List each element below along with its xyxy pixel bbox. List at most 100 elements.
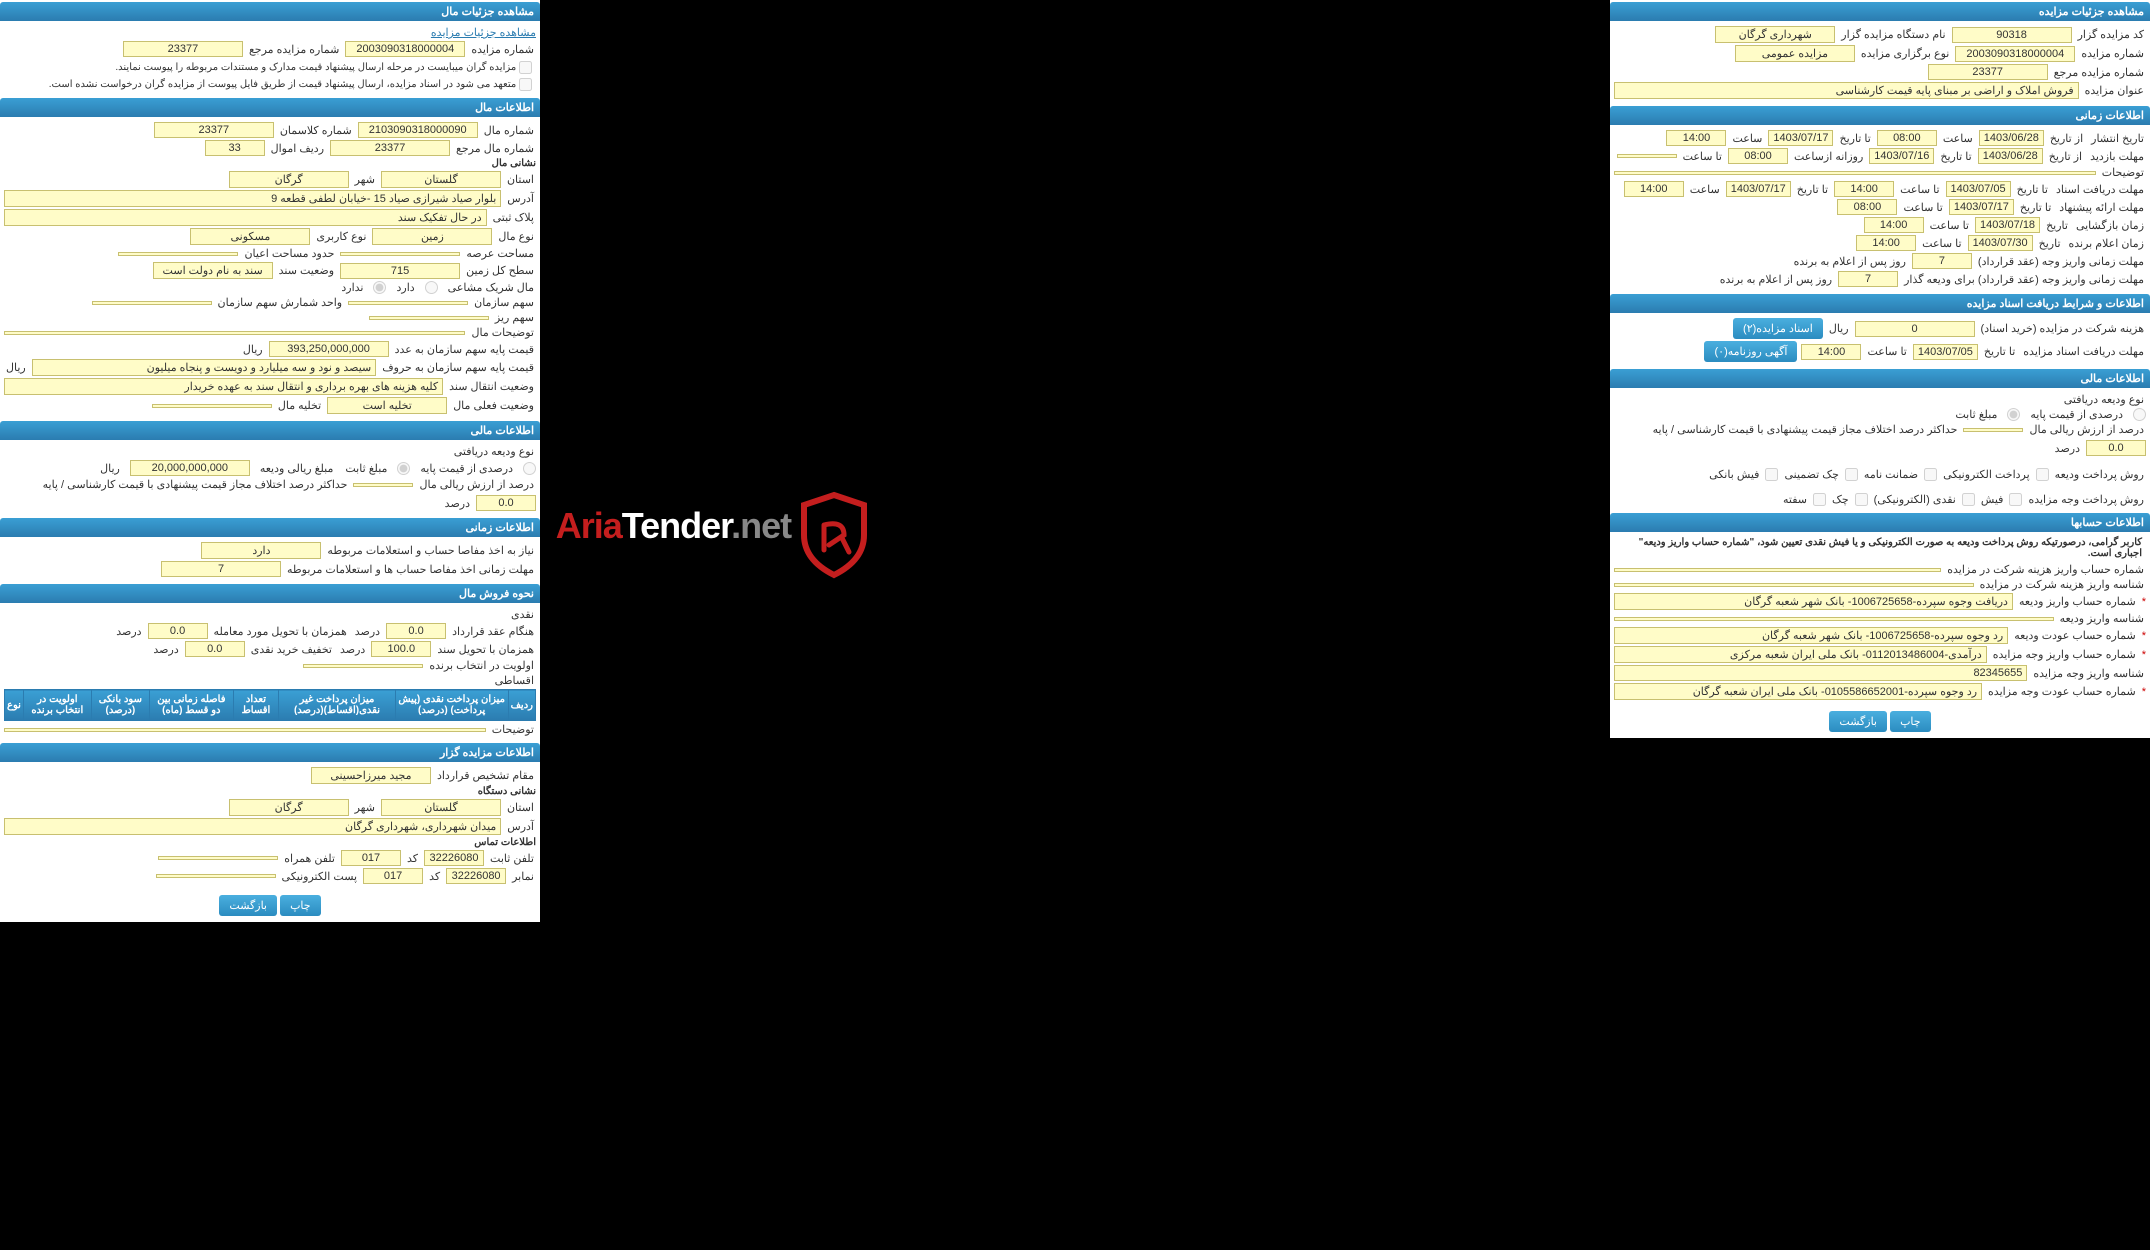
plaque-value: در حال تفکیک سند <box>4 209 487 226</box>
to-time-label-7: تا ساعت <box>1865 345 1908 358</box>
l-fixed-amount-label: مبلغ ثابت <box>343 462 389 475</box>
header-property-info: اطلاعات مال <box>0 98 540 117</box>
pay-guarantee-label: ضمانت نامه <box>1862 468 1920 481</box>
land-area-value: 715 <box>340 263 460 279</box>
ref-num-value: 23377 <box>1928 64 2048 80</box>
publish-date-label: تاریخ انتشار <box>2089 132 2146 145</box>
transfer-status-value: کلیه هزینه های بهره برداری و انتقال سند … <box>4 378 443 395</box>
inquiry-time-value: 7 <box>161 561 281 577</box>
cash-label: نقدی <box>509 608 536 621</box>
installment-table: ردیف میزان پرداخت نقدی (پیش پرداخت) (درص… <box>4 689 536 721</box>
base-price-value: 393,250,000,000 <box>269 341 389 357</box>
right-panel: مشاهده جزئیات مزایده کد مزایده گزار 9031… <box>1610 0 2150 738</box>
th-type: نوع <box>5 690 24 721</box>
pay-check-check <box>1845 468 1858 481</box>
publish-from-date: 1403/06/28 <box>1979 130 2044 146</box>
has-label: دارد <box>394 281 416 294</box>
contract-auth-label: مقام تشخیص قرارداد <box>435 769 536 782</box>
section-property: شماره مال 2103090318000090 شماره کلاسمان… <box>0 117 540 419</box>
section-financial-left: نوع ودیعه دریافتی درصدی از قیمت پایه مبل… <box>0 440 540 516</box>
auction-num-label: شماره مزایده <box>2079 47 2146 60</box>
days-after-label-2: روز پس از اعلام به برنده <box>1718 273 1834 286</box>
newspaper-button[interactable]: آگهی روزنامه(۰) <box>1704 341 1797 362</box>
l-deposit-type-label: نوع ودیعه دریافتی <box>452 445 536 458</box>
property-ref-value: 23377 <box>330 140 450 156</box>
detail-link[interactable]: مشاهده جزئیات مزایده <box>431 26 536 39</box>
logo-watermark: AriaTender.net <box>540 490 890 580</box>
riz-share-label: سهم ریز <box>493 311 536 324</box>
docs-button[interactable]: اسناد مزایده(۲) <box>1733 318 1823 339</box>
from-date-label: از تاریخ <box>2048 132 2085 145</box>
open-date: 1403/07/18 <box>1975 217 2040 233</box>
pay-check2-label: چک <box>1830 493 1851 506</box>
evacuate-value <box>152 404 272 408</box>
max-diff-value: 0.0 <box>2086 440 2146 456</box>
l-auction-num-label: شماره مزایده <box>469 43 536 56</box>
auction-num-value: 2003090318000004 <box>1955 46 2075 62</box>
header-org-info: اطلاعات مزایده گزار <box>0 743 540 762</box>
pay-receipt-check <box>1765 468 1778 481</box>
to-date-label-9: تا تاریخ <box>1795 183 1830 196</box>
sub-org-address: نشانی دستگاه <box>4 786 536 797</box>
city-label: شهر <box>353 173 377 186</box>
th-nonpay: میزان پرداخت غیر نقدی(اقساط)(درصد) <box>279 690 396 721</box>
section-financial: نوع ودیعه دریافتی درصدی از قیمت پایه مبل… <box>1610 388 2150 511</box>
row-label: ردیف اموال <box>269 142 326 155</box>
pay-guarantee-check <box>1924 468 1937 481</box>
desc-label: توضیحات <box>2100 166 2146 179</box>
sub-contact: اطلاعات تماس <box>4 837 536 848</box>
contract-pct: 0.0 <box>386 623 446 639</box>
acc8-label: شماره حساب عودت وجه مزایده <box>1986 685 2138 698</box>
doc-deadline-date2: 1403/07/17 <box>1726 181 1791 197</box>
doc-deadline-date: 1403/07/05 <box>1946 181 2011 197</box>
back-button-right[interactable]: بازگشت <box>1829 711 1887 732</box>
property-ref-label: شماره مال مرجع <box>454 142 536 155</box>
deed-status-label: وضعیت سند <box>277 264 336 277</box>
note2-check <box>519 78 532 91</box>
deposit-days: 7 <box>1838 271 1898 287</box>
share-unit-value <box>92 301 212 305</box>
l-ref-num-label: شماره مزایده مرجع <box>247 43 341 56</box>
payment-days: 7 <box>1912 253 1972 269</box>
acc3-label: شماره حساب واریز ودیعه <box>2017 595 2138 608</box>
deposit-amount-value: 20,000,000,000 <box>130 460 250 476</box>
button-row-right: چاپ بازگشت <box>1610 705 2150 738</box>
to-time-label-6: تا ساعت <box>1920 237 1963 250</box>
daily-from-label: روزانه ازساعت <box>1792 150 1865 163</box>
acc6-value: درآمدی-0112013486004- بانک ملی ایران شعب… <box>1614 646 1987 663</box>
base-price-words-label: قیمت پایه سهم سازمان به حروف <box>380 361 536 374</box>
to-date-label-4: تا تاریخ <box>2018 201 2053 214</box>
deposit-amount-label: مبلغ ریالی ودیعه <box>258 462 336 475</box>
header-sale-method: نحوه فروش مال <box>0 584 540 603</box>
winner-date: 1403/07/30 <box>1968 235 2033 251</box>
fax-label: نمابر <box>510 870 536 883</box>
to-time-label-4: تا ساعت <box>1901 201 1944 214</box>
cost-value: 0 <box>1855 321 1975 337</box>
left-panel: مشاهده جزئیات مال مشاهده جزئیات مزایده ش… <box>0 0 540 922</box>
property-num-label: شماره مال <box>482 124 536 137</box>
phone-value: 32226080 <box>424 850 484 866</box>
usage-value: مسکونی <box>190 228 310 245</box>
percent-unit-5: درصد <box>338 643 367 656</box>
print-button-left[interactable]: چاپ <box>280 895 321 916</box>
city-value: گرگان <box>229 171 349 188</box>
prop-desc-label: توضیحات مال <box>469 326 536 339</box>
date-label-2: تاریخ <box>2037 237 2063 250</box>
prop-desc-value <box>4 331 465 335</box>
share-unit-label: واحد شمارش سهم سازمان <box>216 296 345 309</box>
percent-unit-4: درصد <box>114 625 143 638</box>
l-rial-percent-value <box>353 483 413 487</box>
header-financial-left: اطلاعات مالی <box>0 421 540 440</box>
province-value: گلستان <box>381 171 501 188</box>
max-diff-label: حداکثر درصد اختلاف مجاز قیمت پیشنهادی با… <box>1651 423 1960 436</box>
address-value: بلوار صیاد شیرازی صیاد 15 -خیابان لطفی ق… <box>4 190 501 207</box>
percent-unit-6: درصد <box>151 643 180 656</box>
not-has-radio <box>373 281 386 294</box>
print-button-right[interactable]: چاپ <box>1890 711 1931 732</box>
to-time-label-5: تا ساعت <box>1928 219 1971 232</box>
to-time-label-1: تا ساعت <box>1681 150 1724 163</box>
back-button-left[interactable]: بازگشت <box>219 895 277 916</box>
address-label: آدرس <box>505 192 536 205</box>
fixed-amount-radio <box>2007 408 2020 421</box>
star-1: * <box>2142 596 2146 608</box>
